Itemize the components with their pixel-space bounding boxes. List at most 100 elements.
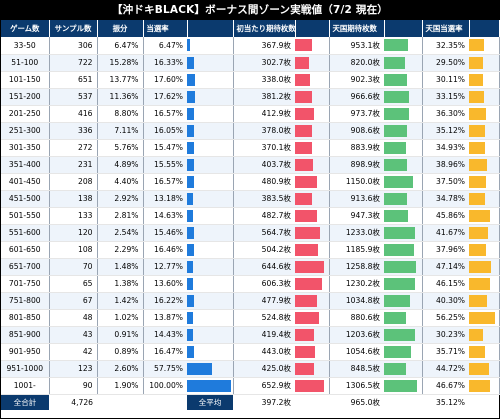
cell-samples: 537 <box>49 88 98 106</box>
blue-bar <box>187 328 194 341</box>
orange-bar <box>469 379 491 392</box>
cell-samples: 272 <box>49 139 98 157</box>
cell-heaven-bar <box>384 207 423 225</box>
cell-samples: 90 <box>49 377 98 395</box>
table-row: 651-700 70 1.48% 12.77% 644.6枚 1258.8枚 47.14% <box>1 258 500 276</box>
cell-game: 401-450 <box>1 173 50 191</box>
cell-samples: 123 <box>49 360 98 378</box>
cell-heaven-bar <box>384 241 423 259</box>
cell-game: 251-300 <box>1 122 50 140</box>
cell-first: 383.5枚 <box>233 190 295 208</box>
cell-game: 951-1000 <box>1 360 50 378</box>
cell-rate-bar <box>187 156 234 174</box>
cell-dist: 15.28% <box>97 54 144 72</box>
cell-hrate: 38.96% <box>422 156 469 174</box>
cell-first: 504.2枚 <box>233 241 295 259</box>
red-bar <box>295 362 315 375</box>
cell-first-bar <box>295 105 330 123</box>
cell-first: 419.4枚 <box>233 326 295 344</box>
cell-hrate-bar <box>469 173 500 191</box>
cell-samples: 42 <box>49 343 98 361</box>
cell-hrate-bar <box>469 122 500 140</box>
cell-rate-bar <box>187 258 234 276</box>
cell-hrate-bar <box>469 360 500 378</box>
cell-first: 477.9枚 <box>233 292 295 310</box>
cell-rate: 16.57% <box>143 173 187 191</box>
cell-heaven-bar <box>384 105 423 123</box>
green-bar <box>384 141 407 154</box>
cell-dist: 7.11% <box>97 122 144 140</box>
table-row: 751-800 67 1.42% 16.22% 477.9枚 1034.8枚 40.30% <box>1 292 500 310</box>
cell-rate-bar <box>187 343 234 361</box>
green-bar <box>384 362 406 375</box>
footer-blank <box>384 394 422 410</box>
cell-heaven: 880.6枚 <box>329 309 384 327</box>
cell-dist: 13.77% <box>97 71 144 89</box>
cell-first: 338.0枚 <box>233 71 295 89</box>
red-bar <box>295 158 314 171</box>
blue-bar <box>187 277 193 290</box>
cell-heaven: 902.3枚 <box>329 71 384 89</box>
cell-hrate-bar <box>469 292 500 310</box>
blue-bar <box>187 73 195 86</box>
table-row: 1001- 90 1.90% 100.00% 652.9枚 1306.5枚 46.67% <box>1 377 500 395</box>
cell-game: 751-800 <box>1 292 50 310</box>
cell-first-bar <box>295 275 330 293</box>
table-row: 251-300 336 7.11% 16.05% 378.0枚 908.6枚 35.12% <box>1 122 500 140</box>
cell-heaven: 1034.8枚 <box>329 292 384 310</box>
cell-first-bar <box>295 207 330 225</box>
cell-dist: 2.29% <box>97 241 144 259</box>
cell-heaven-bar <box>384 122 423 140</box>
cell-heaven: 1054.6枚 <box>329 343 384 361</box>
cell-dist: 4.40% <box>97 173 144 191</box>
table-body: 33-50 306 6.47% 6.47% 367.9枚 953.1枚 32.35% 51-1… <box>1 37 500 395</box>
cell-first-bar <box>295 122 330 140</box>
cell-heaven-bar <box>384 258 423 276</box>
cell-first-bar <box>295 190 330 208</box>
cell-heaven: 1306.5枚 <box>329 377 384 395</box>
cell-rate: 16.46% <box>143 241 187 259</box>
page-title: 【沖ドキBLACK】ボーナス間ゾーン実戦値（7/2 現在） <box>1 1 499 20</box>
green-bar <box>384 260 416 273</box>
cell-first: 403.7枚 <box>233 156 295 174</box>
footer-blank <box>295 394 329 410</box>
cell-samples: 43 <box>49 326 98 344</box>
cell-hrate-bar <box>469 343 500 361</box>
blue-bar <box>187 209 194 222</box>
table-row: 51-100 722 15.28% 16.33% 302.7枚 820.0枚 29.50% <box>1 54 500 72</box>
cell-hrate: 35.12% <box>422 122 469 140</box>
cell-first-bar <box>295 258 330 276</box>
cell-first: 412.9枚 <box>233 105 295 123</box>
orange-bar <box>469 260 491 273</box>
cell-hrate-bar <box>469 224 500 242</box>
cell-first: 652.9枚 <box>233 377 295 395</box>
blue-bar <box>187 158 194 171</box>
cell-heaven: 966.6枚 <box>329 88 384 106</box>
red-bar <box>295 379 325 392</box>
cell-first-bar <box>295 360 330 378</box>
cell-first: 367.9枚 <box>233 37 295 55</box>
table-header-row: ゲーム数 サンプル数 振分 当選率 初当たり期待枚数 天国期待枚数 天国当選率 <box>1 20 500 37</box>
cell-hrate: 41.67% <box>422 224 469 242</box>
cell-hrate-bar <box>469 105 500 123</box>
cell-hrate-bar <box>469 207 500 225</box>
cell-rate-bar <box>187 207 234 225</box>
col-header-heaven: 天国期待枚数 <box>329 20 385 37</box>
footer-blank <box>97 394 143 410</box>
cell-heaven-bar <box>384 139 423 157</box>
cell-hrate: 44.72% <box>422 360 469 378</box>
green-bar <box>384 158 407 171</box>
cell-rate-bar <box>187 241 234 259</box>
cell-heaven: 973.7枚 <box>329 105 384 123</box>
cell-dist: 1.90% <box>97 377 144 395</box>
orange-bar <box>469 73 483 86</box>
cell-rate-bar <box>187 88 234 106</box>
cell-game: 1001- <box>1 377 50 395</box>
zone-stats-table: ゲーム数 サンプル数 振分 当選率 初当たり期待枚数 天国期待枚数 天国当選率 … <box>1 20 500 410</box>
cell-rate: 15.55% <box>143 156 187 174</box>
cell-rate: 16.22% <box>143 292 187 310</box>
cell-hrate-bar <box>469 258 500 276</box>
cell-heaven-bar <box>384 37 423 55</box>
cell-dist: 6.47% <box>97 37 144 55</box>
cell-hrate: 56.25% <box>422 309 469 327</box>
